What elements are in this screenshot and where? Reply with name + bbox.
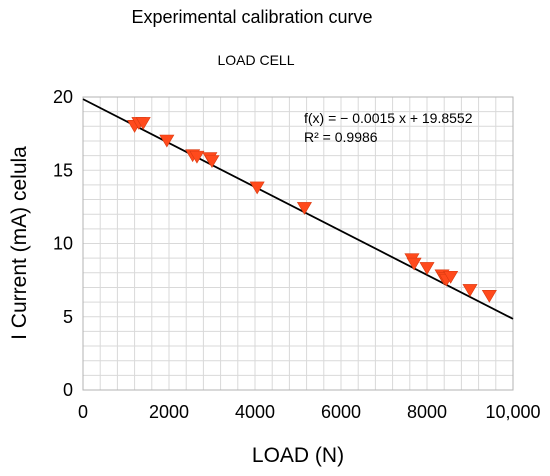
data-point bbox=[204, 155, 220, 169]
data-points bbox=[127, 117, 497, 303]
y-tick-label: 20 bbox=[53, 87, 73, 107]
data-point bbox=[159, 134, 175, 148]
data-point bbox=[443, 270, 459, 284]
x-tick-label: 4000 bbox=[235, 402, 275, 422]
trendline-equation: f(x) = − 0.0015 x + 19.8552 bbox=[304, 110, 473, 126]
data-point bbox=[481, 289, 497, 303]
y-axis-label: I Current (mA) celula bbox=[8, 146, 31, 340]
x-axis-ticks: 0 2000 4000 6000 8000 10,000 bbox=[78, 402, 541, 422]
data-point bbox=[189, 150, 205, 164]
chart-title: Experimental calibration curve bbox=[131, 7, 372, 27]
data-point bbox=[249, 181, 265, 195]
data-point bbox=[296, 202, 312, 215]
y-tick-label: 10 bbox=[53, 234, 73, 254]
plot-area-frame bbox=[82, 96, 514, 391]
x-tick-label: 6000 bbox=[321, 402, 361, 422]
grid-lines bbox=[83, 97, 513, 390]
data-point bbox=[406, 257, 422, 271]
x-tick-label: 0 bbox=[78, 402, 88, 422]
chart-subtitle: LOAD CELL bbox=[217, 52, 294, 68]
y-tick-label: 5 bbox=[63, 307, 73, 327]
trendline bbox=[82, 98, 514, 320]
r-squared-label: R² = 0.9986 bbox=[304, 129, 378, 145]
x-tick-label: 2000 bbox=[149, 402, 189, 422]
y-tick-label: 0 bbox=[63, 380, 73, 400]
x-tick-label: 8000 bbox=[407, 402, 447, 422]
data-point bbox=[135, 117, 151, 130]
x-axis-label: LOAD (N) bbox=[252, 444, 344, 467]
y-tick-label: 15 bbox=[53, 160, 73, 180]
data-point bbox=[419, 262, 435, 275]
y-axis-ticks: 0 5 10 15 20 bbox=[53, 87, 73, 400]
x-tick-label: 10,000 bbox=[485, 402, 540, 422]
data-point bbox=[462, 284, 478, 297]
